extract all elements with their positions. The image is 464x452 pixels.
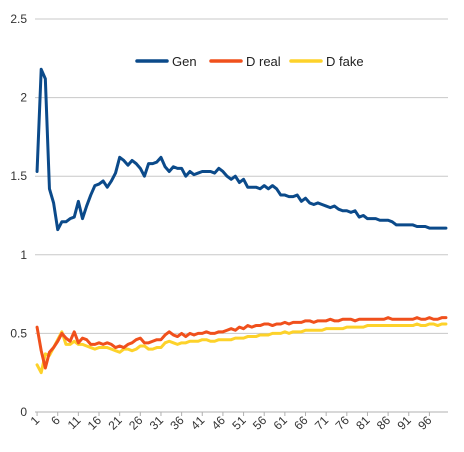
x-tick-label: 51 bbox=[229, 413, 249, 433]
y-tick-label: 1.5 bbox=[10, 169, 27, 183]
x-tick-label: 6 bbox=[48, 413, 63, 428]
x-tick-label: 16 bbox=[85, 413, 105, 433]
legend-label: Gen bbox=[172, 54, 197, 69]
x-tick-label: 91 bbox=[395, 413, 415, 433]
x-tick-label: 31 bbox=[147, 413, 167, 433]
y-tick-label: 2 bbox=[20, 91, 27, 105]
legend: Gen D real D fake bbox=[135, 54, 364, 69]
x-tick-label: 86 bbox=[374, 413, 394, 433]
series-lines bbox=[35, 67, 448, 375]
x-tick-label: 61 bbox=[271, 413, 291, 433]
series-line-d-real bbox=[35, 316, 448, 370]
x-tick-label: 71 bbox=[312, 413, 332, 433]
x-tick-label: 26 bbox=[126, 413, 146, 433]
x-tick-label: 21 bbox=[105, 413, 125, 433]
x-axis-tick-labels: 1 6 11 16 21 26 31 36 41 46 51 56 61 66 71 76 81 86 91 96 bbox=[28, 413, 435, 433]
legend-label: D real bbox=[246, 54, 281, 69]
y-tick-label: 0 bbox=[20, 405, 27, 419]
x-tick-label: 11 bbox=[65, 413, 84, 432]
y-tick-label: 1 bbox=[20, 248, 27, 262]
y-tick-label: 2.5 bbox=[10, 12, 27, 26]
x-tick-label: 41 bbox=[188, 413, 208, 433]
gridlines bbox=[35, 18, 448, 416]
x-tick-label: 76 bbox=[333, 413, 353, 433]
series-line-d-fake bbox=[35, 322, 448, 375]
x-tick-label: 56 bbox=[250, 413, 270, 433]
legend-label: D fake bbox=[326, 54, 364, 69]
x-tick-label: 46 bbox=[209, 413, 229, 433]
x-tick-label: 1 bbox=[28, 413, 43, 428]
x-tick-label: 81 bbox=[353, 413, 373, 433]
x-tick-label: 66 bbox=[291, 413, 311, 433]
x-tick-label: 36 bbox=[167, 413, 187, 433]
series-line-gen bbox=[35, 67, 448, 232]
y-axis-tick-labels: 0 0.5 1 1.5 2 2.5 bbox=[10, 12, 27, 419]
x-tick-label: 96 bbox=[415, 413, 435, 433]
y-tick-label: 0.5 bbox=[10, 326, 27, 340]
